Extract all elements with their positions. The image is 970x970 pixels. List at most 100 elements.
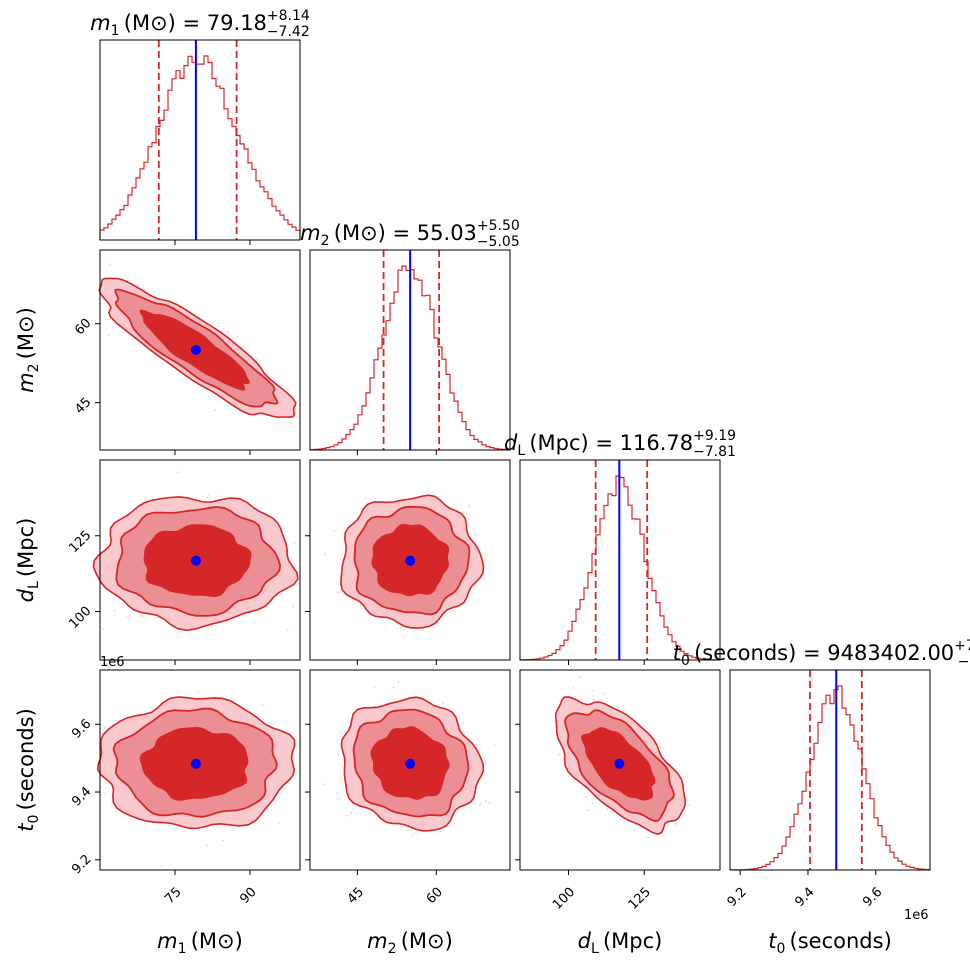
median-point bbox=[405, 758, 416, 769]
sample-point bbox=[161, 865, 164, 867]
sample-point bbox=[353, 599, 356, 602]
sample-point bbox=[558, 753, 560, 756]
sample-point bbox=[155, 616, 158, 619]
panel-frame bbox=[99, 669, 301, 871]
axis-sub: L bbox=[591, 941, 599, 957]
sample-point bbox=[639, 826, 642, 829]
title-plus: +76 bbox=[954, 638, 970, 654]
sample-point bbox=[332, 530, 335, 533]
sample-point bbox=[360, 507, 363, 510]
sample-point bbox=[282, 787, 285, 790]
sample-point bbox=[591, 689, 594, 692]
y-tick-label: 9.2 bbox=[69, 852, 94, 877]
title-unit: (M⊙) = 79.18 bbox=[120, 11, 267, 35]
panel-dL-dL: dL (Mpc) = 116.78+9.19 −7.81 bbox=[504, 428, 736, 665]
axis-sub: 2 bbox=[26, 363, 42, 372]
sample-point bbox=[484, 761, 487, 764]
x-offset-label: 1e6 bbox=[904, 908, 929, 923]
sample-point bbox=[324, 553, 327, 556]
y-axis-label-t0: t0 (seconds) bbox=[14, 708, 42, 832]
panel-m2-m1: 45 60 bbox=[72, 249, 301, 455]
sample-point bbox=[488, 801, 491, 804]
x-axis-label-m2: m2 (M⊙) bbox=[367, 929, 453, 957]
panel-t0-dL: 100 125 bbox=[515, 669, 721, 913]
sample-point bbox=[104, 726, 106, 729]
sample-point bbox=[261, 704, 264, 707]
x-tick-label: 9.2 bbox=[725, 885, 750, 910]
sample-point bbox=[336, 791, 339, 794]
sample-point bbox=[494, 744, 496, 747]
sample-point bbox=[578, 676, 581, 679]
sample-point bbox=[468, 504, 470, 507]
sample-point bbox=[373, 686, 376, 688]
title-plus: +9.19 bbox=[693, 428, 736, 444]
x-tick-label: 75 bbox=[162, 885, 184, 907]
sample-point bbox=[262, 718, 265, 721]
sample-point bbox=[206, 844, 209, 847]
x-tick-label: 100 bbox=[550, 885, 578, 913]
x-tick-label: 9.4 bbox=[792, 885, 817, 910]
title-var: m bbox=[90, 11, 110, 35]
sample-point bbox=[227, 331, 230, 334]
panel-dL-m2 bbox=[305, 459, 511, 665]
sample-point bbox=[177, 471, 180, 473]
axis-unit: (M⊙) bbox=[14, 307, 38, 363]
sample-point bbox=[277, 822, 280, 824]
panel-frame bbox=[729, 669, 931, 871]
panel-frame bbox=[309, 669, 511, 871]
panel-frame bbox=[309, 249, 511, 451]
sample-point bbox=[689, 804, 691, 806]
sample-point bbox=[586, 809, 589, 811]
axis-var: d bbox=[14, 588, 38, 602]
panel-m2-m2: m2 (M⊙) = 55.03+5.50 −5.05 bbox=[300, 218, 520, 455]
median-point bbox=[190, 555, 201, 566]
sample-point bbox=[286, 629, 289, 631]
panel-frame bbox=[99, 459, 301, 661]
panel-t0-m2: 45 60 bbox=[305, 669, 511, 907]
axis-unit: (M⊙) bbox=[397, 929, 453, 953]
sample-point bbox=[107, 334, 110, 337]
title-sub: L bbox=[517, 443, 525, 459]
panel-t0-m1: 75 90 9.2 9.4 9.6 bbox=[69, 669, 301, 907]
y-tick-label: 100 bbox=[66, 604, 94, 632]
title-minus: −7.42 bbox=[267, 24, 310, 40]
axis-sub: 1 bbox=[178, 941, 187, 957]
axis-sub: L bbox=[26, 581, 42, 589]
sample-point bbox=[197, 691, 200, 694]
sample-point bbox=[222, 839, 224, 842]
sample-point bbox=[337, 754, 339, 757]
panel-frame bbox=[519, 459, 721, 661]
sample-point bbox=[413, 692, 416, 695]
median-point bbox=[190, 758, 201, 769]
sample-point bbox=[462, 722, 465, 725]
sample-point bbox=[339, 732, 342, 734]
axis-var: d bbox=[578, 929, 592, 953]
x-axis-label-dL: dL (Mpc) bbox=[578, 929, 663, 957]
y-axis-label-m2: m2 (M⊙) bbox=[14, 307, 42, 393]
title-sub: 0 bbox=[681, 653, 690, 669]
panel-t0-t0: t0 (seconds) = 9483402.00+76−77 9.2 9.4 9.6 bbox=[673, 638, 970, 910]
median-point bbox=[405, 555, 416, 566]
axis-unit: (M⊙) bbox=[187, 929, 243, 953]
x-tick-label: 45 bbox=[345, 885, 367, 907]
sample-point bbox=[474, 532, 476, 535]
sample-point bbox=[591, 802, 594, 804]
y-tick-label: 45 bbox=[72, 395, 94, 417]
sample-point bbox=[219, 495, 222, 497]
sample-point bbox=[403, 636, 406, 639]
y-tick-label: 60 bbox=[72, 316, 94, 338]
title-var: d bbox=[504, 431, 518, 455]
sample-point bbox=[593, 698, 596, 701]
panel-frame bbox=[309, 459, 511, 661]
y-tick-label: 9.6 bbox=[69, 716, 94, 741]
sample-point bbox=[292, 605, 295, 607]
x-axis-label-t0: t0 (seconds) bbox=[768, 929, 892, 957]
sample-point bbox=[287, 389, 290, 392]
panel-title-t0: t0 (seconds) = 9483402.00+76−77 bbox=[673, 638, 970, 670]
sample-point bbox=[439, 830, 442, 833]
title-minus: −77 bbox=[958, 654, 970, 670]
sample-point bbox=[206, 496, 209, 499]
axis-var: m bbox=[157, 929, 177, 953]
sample-point bbox=[646, 836, 649, 839]
